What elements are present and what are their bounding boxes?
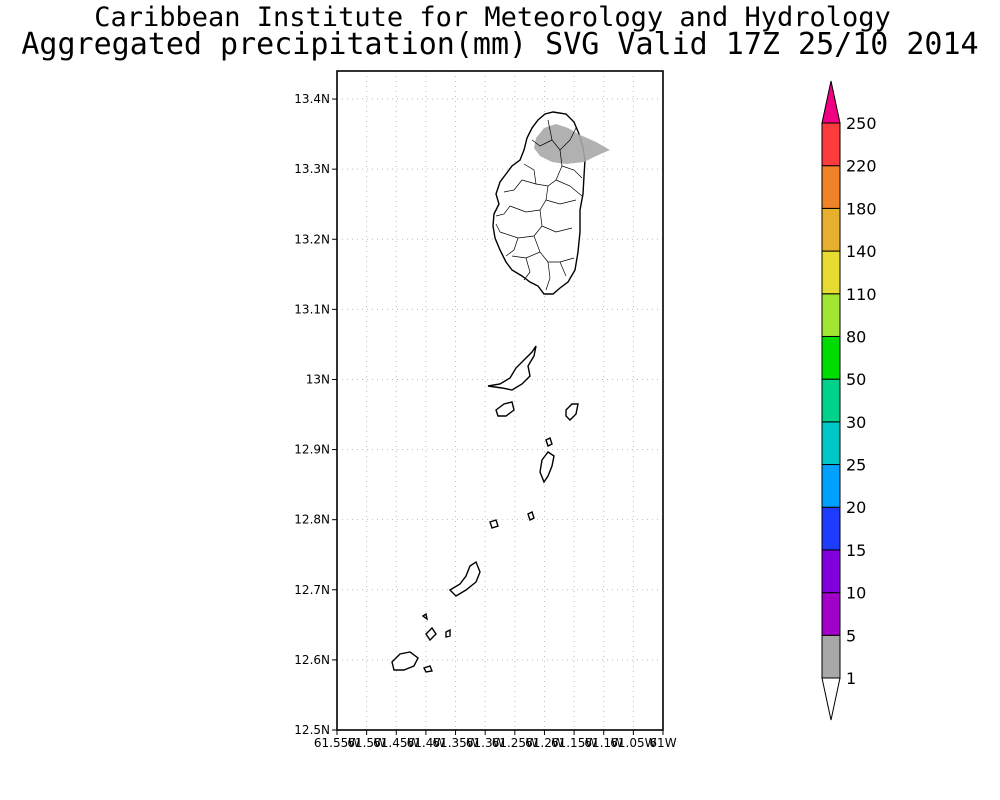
lon-tick-label: 61.1W [584,736,623,750]
lon-tick-label: 61.55W [314,736,360,750]
lon-tick-label: 61.15W [551,736,597,750]
lat-tick-label: 12.9N [294,443,330,457]
colorbar-bin [821,506,841,551]
colorbar-bin [821,421,841,466]
colorbar-label: 80 [846,327,866,346]
island-small-7 [421,612,429,621]
lon-tick-label: 61.35W [432,736,478,750]
colorbar-bin [821,250,841,295]
lat-tick-label: 12.7N [294,583,330,597]
map-gridlines [337,71,663,730]
colorbar-label: 1 [846,669,856,688]
mayreau-island [489,519,499,529]
colorbar-label: 30 [846,413,866,432]
colorbar-bin [821,165,841,209]
lat-tick-label: 13.1N [294,302,330,316]
colorbar-bin [821,293,841,337]
lat-tick-label: 13.2N [294,232,330,246]
island-small-3 [527,511,535,521]
colorbar-over-arrow [821,80,841,124]
lon-tick-label: 61.45W [373,736,419,750]
lat-tick-label: 13N [306,372,330,386]
colorbar-bin [821,207,841,252]
precip-patch-1-5mm [534,124,610,164]
colorbar-label: 140 [846,242,877,261]
island-small-1 [495,401,515,417]
island-small-6 [423,665,433,673]
institution-title: Caribbean Institute for Meteorology and … [94,2,891,33]
colorbar-label: 50 [846,370,866,389]
colorbar-bin [821,378,841,423]
colorbar-bin [821,464,841,508]
st-vincent-island [492,111,610,295]
colorbar-label: 15 [846,541,866,560]
island-small-5 [445,628,451,638]
colorbar-bin [821,549,841,594]
longitude-axis: 61.55W61.5W61.45W61.4W61.35W61.3W61.25W6… [314,730,677,750]
colorbar-label: 250 [846,114,877,133]
bequia-island [487,345,537,391]
mustique-island [565,403,579,421]
carriacou-island [391,651,419,671]
lon-tick-label: 61.3W [466,736,505,750]
lat-tick-label: 13.4N [294,92,330,106]
latitude-axis: 12.5N 12.6N 12.7N 12.8N 12.9N 13N 13.1N 13.2N 13… [294,92,337,737]
grenadines-islands [391,345,579,673]
lon-tick-label: 61.25W [492,736,538,750]
colorbar-label: 180 [846,199,877,218]
colorbar-bin [821,634,841,679]
colorbar-label: 5 [846,626,856,645]
lon-tick-label: 61.2W [525,736,564,750]
colorbar-bin [821,335,841,380]
watershed-lines [495,119,583,291]
colorbar-label: 10 [846,584,866,603]
colorbar-label: 20 [846,498,866,517]
canouan-island [539,451,555,484]
product-title: Aggregated precipitation(mm) SVG Valid 1… [21,27,979,62]
lat-tick-label: 12.6N [294,653,330,667]
map-frame [336,70,664,731]
island-small-4 [425,626,437,642]
island-small-2 [545,437,553,447]
lon-tick-label: 61.05W [610,736,656,750]
colorbar-under-arrow [821,677,841,721]
lat-tick-label: 13.3N [294,162,330,176]
lon-tick-label: 61.4W [407,736,446,750]
colorbar-bin [821,122,841,167]
colorbar-label: 110 [846,285,877,304]
union-island [448,560,481,597]
lon-tick-label: 61.5W [347,736,386,750]
lat-tick-label: 12.8N [294,513,330,527]
lon-tick-label: 61W [649,736,676,750]
colorbar-label: 220 [846,157,877,176]
lat-tick-label: 12.5N [294,723,330,737]
colorbar-bin [821,592,841,636]
colorbar-label: 25 [846,456,866,475]
